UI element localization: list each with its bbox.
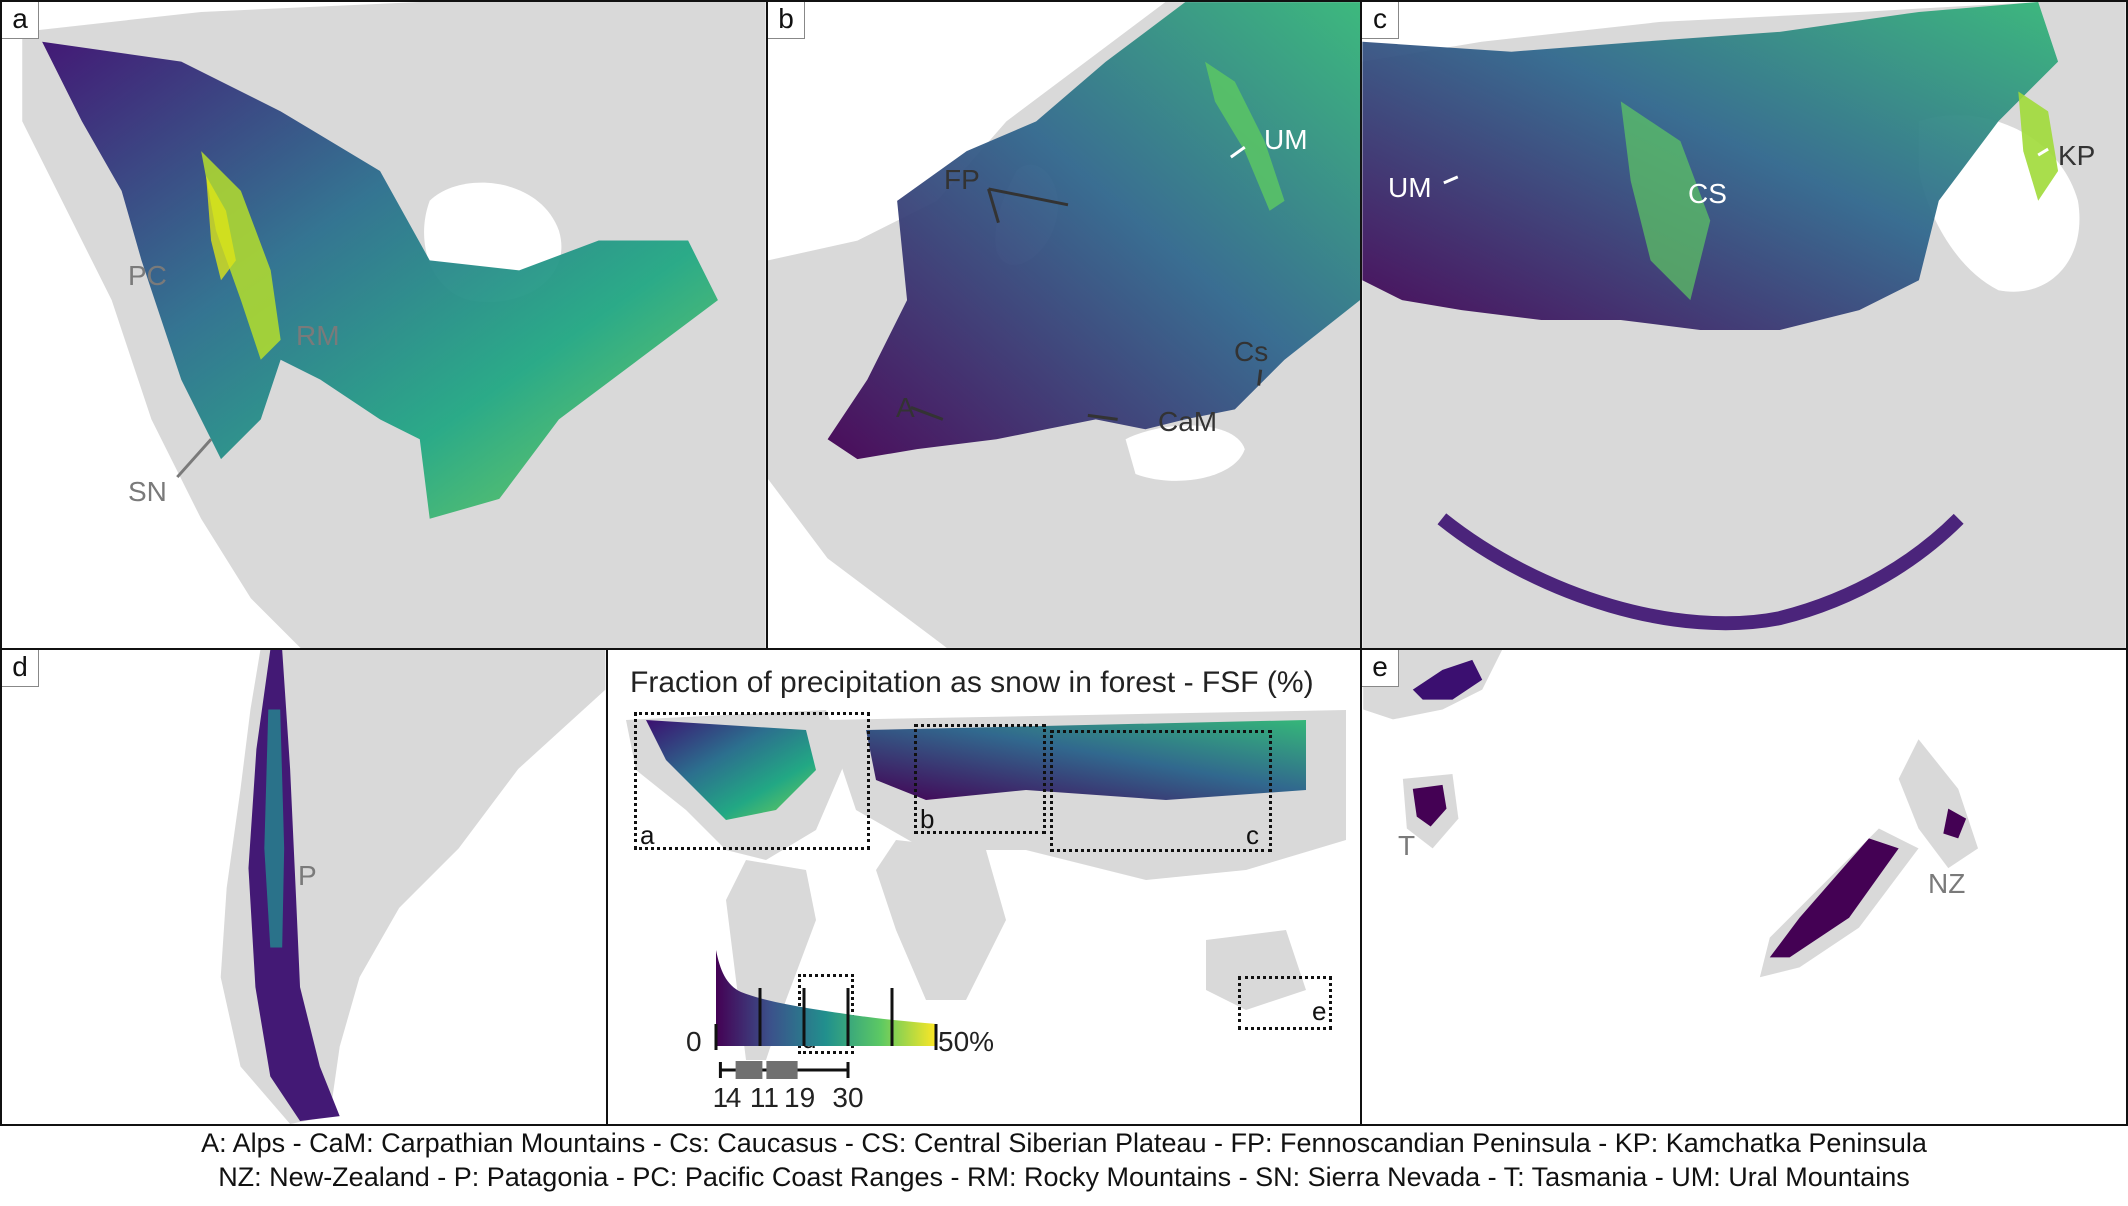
inset-box-c bbox=[1050, 730, 1272, 852]
panel-letter-c: c bbox=[1362, 2, 1399, 39]
map-patagonia bbox=[220, 650, 606, 1124]
legend-boxplot-label: 30 bbox=[832, 1082, 864, 1113]
footer-line-1: A: Alps - CaM: Carpathian Mountains - Cs… bbox=[201, 1128, 1927, 1158]
inset-box-e bbox=[1238, 976, 1332, 1030]
center-title: Fraction of precipitation as snow in for… bbox=[630, 666, 1314, 699]
label-p: P bbox=[298, 860, 317, 891]
andes-snow-band bbox=[264, 709, 285, 948]
label-cs-central-siberia: CS bbox=[1688, 178, 1727, 209]
world-overview-map bbox=[626, 710, 1346, 1060]
map-oceania bbox=[1363, 650, 1979, 978]
kamchatka-band bbox=[2018, 91, 2059, 201]
legend-boxplot-label: 19 bbox=[784, 1082, 816, 1113]
legend-boxplot-upper-box bbox=[766, 1061, 798, 1079]
panel-a-north-america: a PC RM SN bbox=[0, 0, 768, 650]
label-um-europe: UM bbox=[1264, 124, 1308, 155]
um-leader bbox=[1230, 145, 1246, 159]
map-north-america bbox=[22, 2, 766, 648]
inset-letter-c: c bbox=[1246, 820, 1259, 850]
panel-b-europe: b FP UM A CaM Cs bbox=[766, 0, 1362, 650]
label-cam: CaM bbox=[1158, 406, 1218, 437]
panel-letter-b: b bbox=[768, 2, 805, 39]
panel-c-siberia: c UM CS KP bbox=[1360, 0, 2128, 650]
map-europe bbox=[768, 2, 1360, 648]
label-cs-caucasus: Cs bbox=[1234, 336, 1269, 367]
label-um-siberia: UM bbox=[1388, 172, 1432, 203]
panel-letter-e: e bbox=[1362, 650, 1399, 687]
forest-snow-southern-alps bbox=[1769, 838, 1899, 958]
cam-leader bbox=[1087, 413, 1118, 421]
legend-min-label: 0 bbox=[686, 1026, 702, 1057]
overview-australia bbox=[1206, 930, 1306, 1010]
legend-max-label: 50% bbox=[938, 1026, 995, 1057]
legend-boxplot-label: 1 bbox=[712, 1082, 729, 1113]
forest-snow-australian-alps bbox=[1412, 659, 1483, 700]
legend-boxplot-label: 4 bbox=[725, 1082, 742, 1113]
cs-leader bbox=[1257, 369, 1263, 386]
forest-snow-tasmania bbox=[1412, 784, 1447, 827]
label-sn: SN bbox=[128, 476, 167, 507]
label-t: T bbox=[1398, 830, 1416, 861]
panel-d-patagonia: d P bbox=[0, 648, 608, 1126]
inset-letter-e: e bbox=[1312, 996, 1327, 1026]
fp-leader-1 bbox=[988, 187, 1069, 207]
ural-mountains-band bbox=[1205, 61, 1285, 211]
kp-leader bbox=[2037, 147, 2049, 157]
abbreviation-footer: A: Alps - CaM: Carpathian Mountains - Cs… bbox=[0, 1124, 2128, 1206]
panel-e-oceania: e T NZ bbox=[1360, 648, 2128, 1126]
label-fp: FP bbox=[944, 164, 980, 195]
label-rm: RM bbox=[296, 320, 340, 351]
fp-leader-2 bbox=[987, 188, 1000, 224]
black-sea bbox=[1125, 425, 1245, 481]
land-south-america bbox=[220, 650, 606, 1124]
footer-line-2: NZ: New-Zealand - P: Patagonia - PC: Pac… bbox=[218, 1162, 1910, 1192]
overview-eurasia-forest bbox=[866, 720, 1306, 800]
fsf-legend: 0 50% 1 4 11 19 30 bbox=[646, 930, 994, 1120]
inset-letter-b: b bbox=[920, 804, 935, 834]
legend-density-curve bbox=[716, 950, 936, 1046]
a-leader bbox=[910, 406, 944, 421]
center-overview: Fraction of precipitation as snow in for… bbox=[606, 650, 1360, 1122]
inset-letter-a: a bbox=[640, 820, 655, 850]
label-nz: NZ bbox=[1928, 868, 1966, 899]
label-kp: KP bbox=[2058, 140, 2096, 171]
inset-box-b bbox=[914, 724, 1046, 834]
overview-africa bbox=[876, 840, 1006, 1000]
map-siberia bbox=[1362, 2, 2126, 648]
legend-density-colorbar bbox=[714, 950, 938, 1079]
um-siberia-leader bbox=[1443, 175, 1459, 185]
overview-north-america-forest bbox=[646, 720, 816, 820]
legend-boxplot-lower-box bbox=[735, 1061, 763, 1079]
label-a: A bbox=[896, 392, 915, 423]
forest-snow-nz-north bbox=[1943, 808, 1967, 839]
forest-snow-siberia bbox=[1362, 2, 2059, 330]
sn-leader-line bbox=[176, 438, 213, 479]
south-asia-forest-arc bbox=[1437, 513, 1964, 631]
legend-boxplot-label: 11 bbox=[749, 1082, 779, 1113]
pacific-coast-high-snow bbox=[206, 175, 236, 281]
panel-letter-d: d bbox=[2, 650, 39, 687]
inset-box-a bbox=[634, 712, 870, 850]
central-siberian-plateau-band bbox=[1620, 101, 1711, 301]
panel-letter-a: a bbox=[2, 2, 39, 39]
label-pc: PC bbox=[128, 260, 167, 291]
